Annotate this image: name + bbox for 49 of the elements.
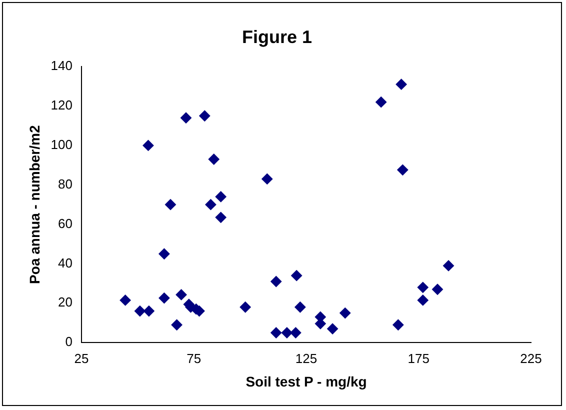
point xyxy=(171,319,182,330)
y-tick-label: 60 xyxy=(58,216,72,231)
point xyxy=(205,199,216,210)
x-tick-label: 25 xyxy=(74,350,89,366)
point xyxy=(270,276,282,287)
point xyxy=(376,96,387,108)
point xyxy=(262,173,273,184)
point xyxy=(158,248,170,260)
x-tick-label: 75 xyxy=(186,350,202,366)
x-tick-label: 175 xyxy=(408,350,430,366)
point xyxy=(180,112,192,124)
y-tick-label: 20 xyxy=(58,294,72,310)
point xyxy=(443,260,454,272)
point xyxy=(294,302,306,313)
point xyxy=(134,306,146,317)
y-tick-label: 140 xyxy=(50,58,72,74)
point xyxy=(417,294,428,306)
chart-title: Figure 1 xyxy=(242,26,312,47)
y-tick-label: 0 xyxy=(65,334,72,350)
point xyxy=(142,140,154,151)
point xyxy=(158,292,170,304)
point xyxy=(396,78,407,90)
point xyxy=(164,199,176,210)
point xyxy=(290,327,302,338)
x-tick-label: 225 xyxy=(520,350,542,366)
point xyxy=(291,270,302,282)
point xyxy=(176,289,187,300)
point xyxy=(215,212,226,223)
point xyxy=(270,327,282,338)
point xyxy=(417,282,428,293)
y-tick-label: 100 xyxy=(50,137,72,152)
point xyxy=(215,191,226,202)
point xyxy=(143,306,154,317)
point xyxy=(199,110,210,122)
point xyxy=(392,319,404,330)
point xyxy=(397,164,408,176)
point xyxy=(432,284,443,295)
y-axis-title: Poa annua - number/m2 xyxy=(26,125,42,284)
x-axis-title: Soil test P - mg/kg xyxy=(246,373,367,390)
y-tick-label: 120 xyxy=(50,98,72,113)
point xyxy=(240,302,251,313)
point xyxy=(327,323,338,334)
x-tick-label: 125 xyxy=(295,350,318,366)
point xyxy=(340,308,351,319)
y-tick-label: 80 xyxy=(58,176,72,192)
point xyxy=(120,294,131,306)
point xyxy=(281,327,292,338)
point xyxy=(208,154,220,165)
y-tick-label: 40 xyxy=(58,255,72,270)
